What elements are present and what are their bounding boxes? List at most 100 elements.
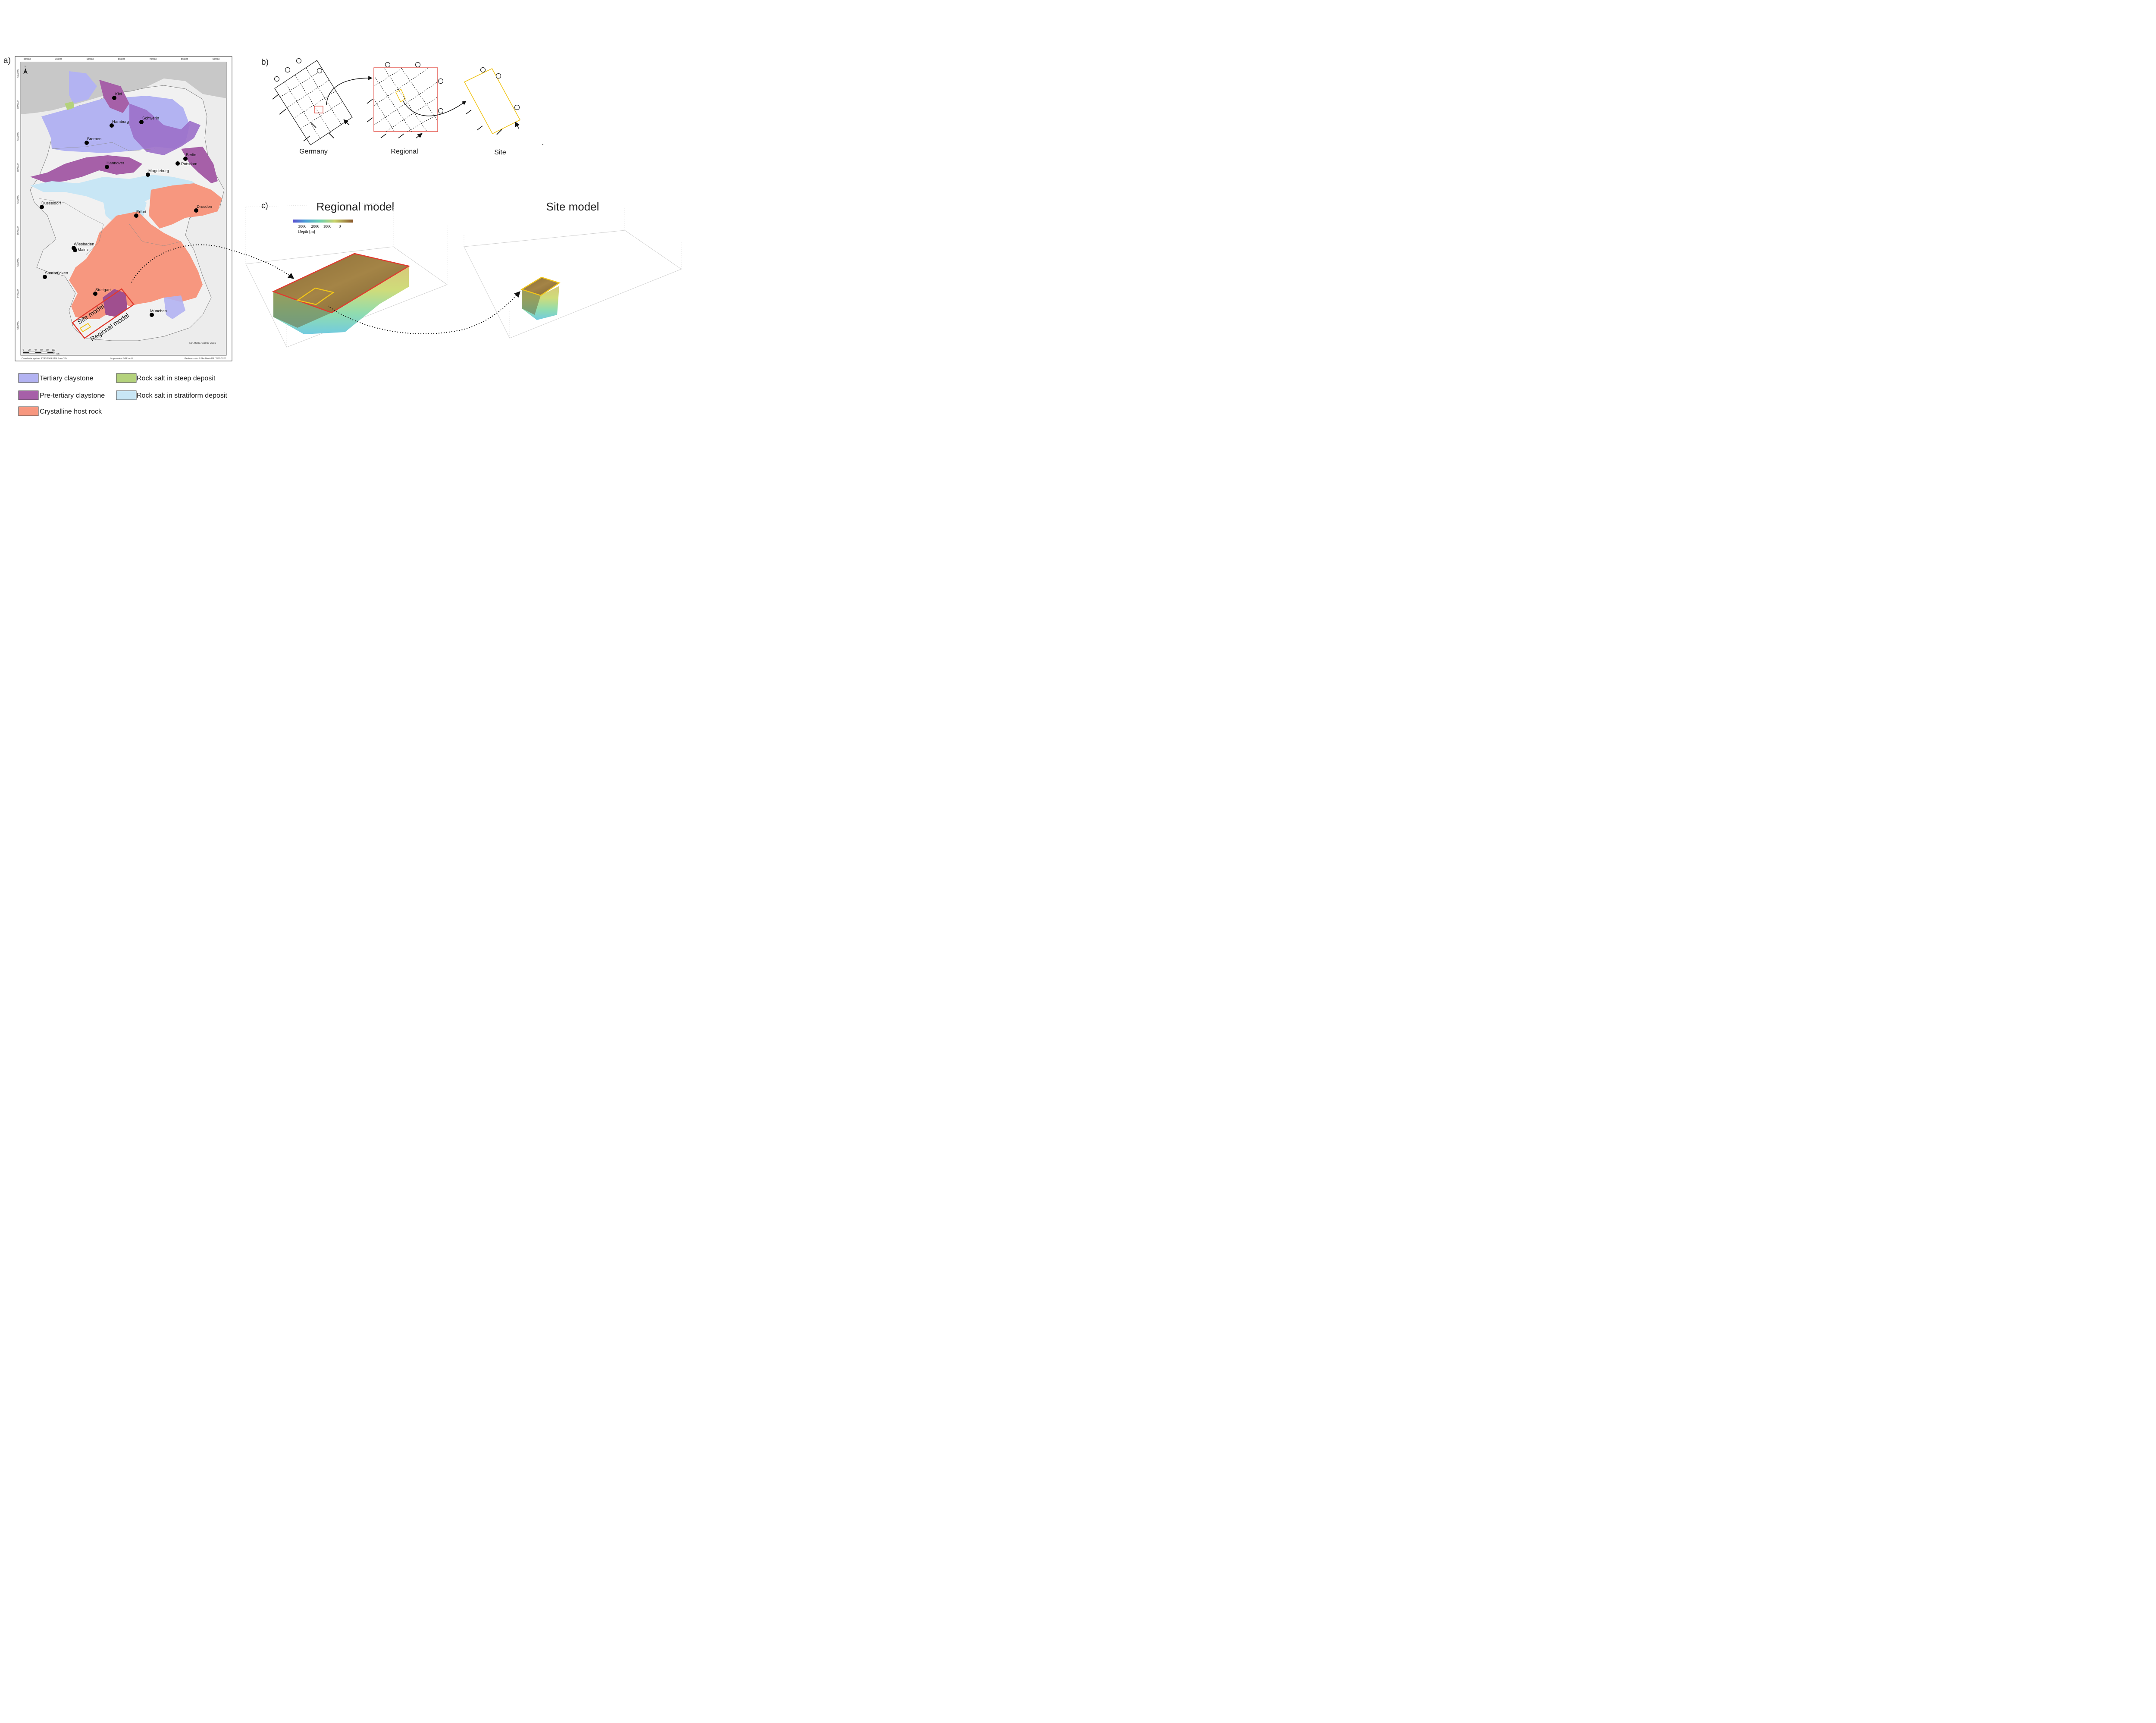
city-markers: Kiel Hamburg Schwerin Bremen Berlin Pots… xyxy=(40,92,212,317)
x-tick: 300000 xyxy=(24,58,31,61)
boundary-node xyxy=(274,76,280,82)
legend-swatch xyxy=(18,406,39,416)
x-tick: 700000 xyxy=(150,58,157,61)
figure-canvas: a) 300000 400000 500000 xyxy=(3,56,682,416)
regional-side-shadow xyxy=(273,292,332,328)
regional-site-box xyxy=(395,89,406,103)
site-box xyxy=(464,68,521,135)
site-model-title: Site model xyxy=(546,200,599,213)
regional-bbox-edges xyxy=(245,202,448,347)
map-footer-center: Map content BGE mbH xyxy=(110,358,133,360)
map-footer-left: Coordinate system: ETRS 1989 UTM Zone 32… xyxy=(22,358,67,360)
colorbar-tick: 1000 xyxy=(323,225,332,229)
regional-grid-box xyxy=(373,67,438,132)
city-dot xyxy=(85,141,89,145)
scale-unit: km xyxy=(56,353,60,355)
map-panel: 300000 400000 500000 600000 700000 80000… xyxy=(15,56,232,361)
colorbar-tick: 0 xyxy=(339,225,341,229)
boundary-node xyxy=(317,68,323,74)
city-dot xyxy=(194,208,198,213)
legend-swatch xyxy=(18,373,39,383)
legend-swatch xyxy=(116,390,137,400)
city-label: Düsseldorf xyxy=(41,201,61,206)
legend-label: Rock salt in stratiform deposit xyxy=(137,392,227,399)
city-label: Kiel xyxy=(115,92,122,97)
city-label: Schwerin xyxy=(142,116,159,121)
city-label: Hannover xyxy=(107,161,124,166)
y-tick: 5300000 xyxy=(17,321,19,330)
site-side-shadow xyxy=(522,289,541,315)
panel-a-label: a) xyxy=(3,56,11,65)
city-label: München xyxy=(150,309,167,314)
scale-tick: 40 xyxy=(34,349,37,352)
legend-label: Tertiary claystone xyxy=(40,375,94,382)
y-tick: 5900000 xyxy=(17,132,19,141)
tertiary-claystone-south xyxy=(164,295,185,319)
boundary-force-arrows xyxy=(465,110,519,135)
panel-b-site: Site xyxy=(464,67,521,156)
label-site: Site xyxy=(494,149,506,156)
city-dot xyxy=(112,96,116,100)
panel-c-label: c) xyxy=(261,201,268,210)
city-label: Erfurt xyxy=(136,210,147,214)
boundary-node xyxy=(385,62,391,68)
city-label: Stuttgart xyxy=(95,288,111,292)
scale-tick: 80 xyxy=(46,349,49,352)
state-borders xyxy=(38,142,182,255)
boundary-force-arrows xyxy=(367,99,422,138)
legend-swatch xyxy=(18,390,39,400)
city-label: Wiesbaden xyxy=(74,242,94,247)
y-tick: 5600000 xyxy=(17,226,19,235)
label-germany: Germany xyxy=(299,148,328,155)
boundary-node xyxy=(495,73,501,79)
map-legend: Tertiary claystone Rock salt in steep de… xyxy=(18,373,227,416)
regional-3d-model xyxy=(245,202,448,348)
crystalline-host-rock-south xyxy=(69,211,203,319)
pre-tertiary-claystone-berlin xyxy=(181,147,218,183)
site-model-box xyxy=(79,323,91,333)
city-dot xyxy=(183,157,188,161)
boundary-node xyxy=(296,58,302,64)
city-label: Potsdam xyxy=(181,162,197,166)
y-tick: 5500000 xyxy=(17,258,19,267)
site-bbox-floor xyxy=(464,230,682,339)
scale-tick: 20 xyxy=(28,349,31,352)
scale-tick: 60 xyxy=(40,349,43,352)
city-label: Mainz xyxy=(78,248,89,252)
city-dot xyxy=(93,292,97,296)
tertiary-claystone-north xyxy=(69,71,97,104)
panel-b-label: b) xyxy=(261,58,269,67)
y-tick: 6100000 xyxy=(17,69,19,78)
crystalline-host-rock-east xyxy=(149,183,222,229)
city-dot xyxy=(105,165,109,169)
map-attribution: Esri, HERE, Garmin, USGS xyxy=(189,342,216,345)
regional-site-outline xyxy=(296,287,335,305)
city-dot xyxy=(40,205,44,209)
city-label: Berlin xyxy=(186,153,196,157)
legend-label: Pre-tertiary claystone xyxy=(40,392,105,399)
boundary-force-arrows xyxy=(272,94,350,141)
city-dot xyxy=(139,120,144,124)
x-tick: 400000 xyxy=(55,58,63,61)
city-label: Dresden xyxy=(197,204,212,209)
boundary-node xyxy=(415,62,421,68)
y-tick: 5800000 xyxy=(17,163,19,172)
scale-tick: 0 xyxy=(23,349,24,352)
stray-dot xyxy=(542,144,543,145)
city-dot xyxy=(175,161,180,166)
germany-regional-box xyxy=(314,106,323,113)
colorbar-label: Depth [m] xyxy=(298,230,315,234)
city-label: Hamburg xyxy=(112,119,129,124)
regional-grid-lines xyxy=(373,67,438,132)
panel-b-germany: Germany xyxy=(272,58,353,155)
legend-label: Crystalline host rock xyxy=(40,408,102,415)
city-dot xyxy=(110,123,114,128)
city-dot xyxy=(43,275,47,279)
site-bbox-edges xyxy=(464,207,682,338)
zoom-arrow-germany-regional xyxy=(326,75,373,105)
x-tick-labels: 300000 400000 500000 600000 700000 80000… xyxy=(24,58,220,61)
city-dot xyxy=(150,313,154,317)
boundary-node xyxy=(438,108,444,114)
panel-b-regional: Regional xyxy=(367,62,444,155)
rock-salt-steep-patch xyxy=(65,101,74,110)
